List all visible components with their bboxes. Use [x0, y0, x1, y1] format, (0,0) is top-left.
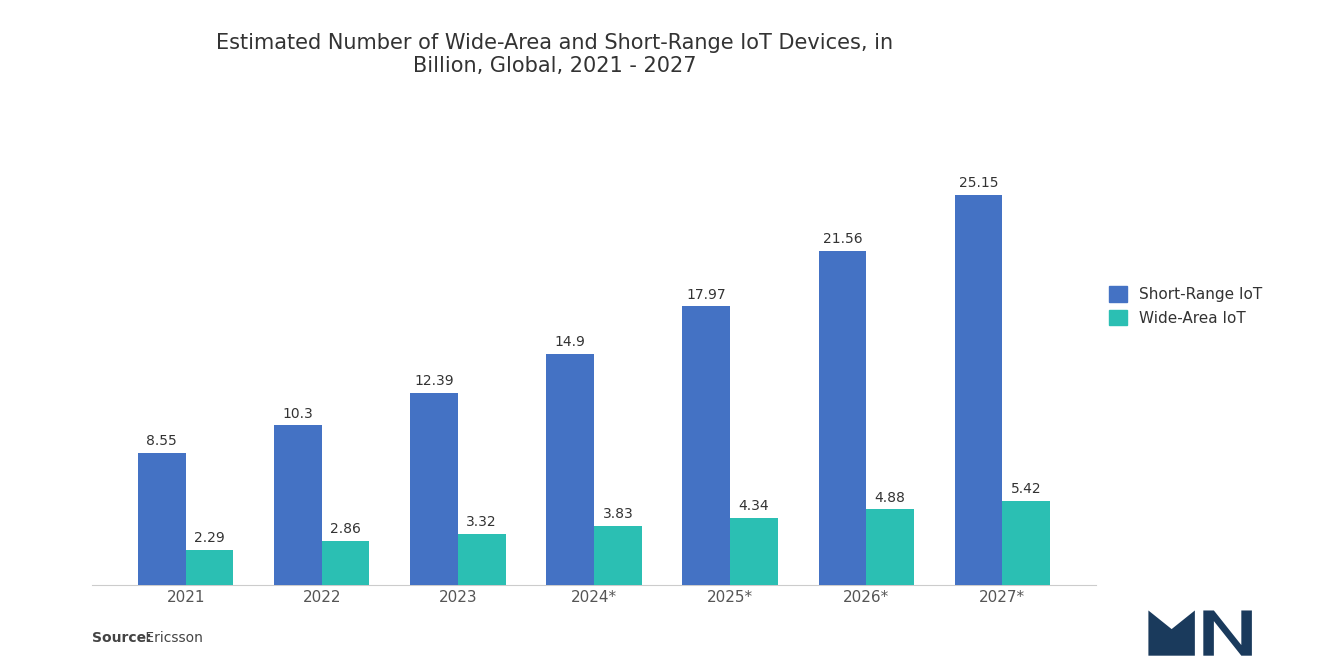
Text: 2.29: 2.29: [194, 531, 224, 545]
Text: 10.3: 10.3: [282, 407, 313, 421]
Legend: Short-Range IoT, Wide-Area IoT: Short-Range IoT, Wide-Area IoT: [1102, 280, 1269, 332]
Text: 14.9: 14.9: [554, 335, 586, 349]
Bar: [594, 526, 642, 585]
Bar: [322, 541, 370, 585]
Polygon shape: [1204, 610, 1251, 656]
Text: Estimated Number of Wide-Area and Short-Range IoT Devices, in
Billion, Global, 2: Estimated Number of Wide-Area and Short-…: [216, 33, 892, 76]
Bar: [411, 393, 458, 585]
Bar: [546, 354, 594, 585]
Bar: [139, 453, 186, 585]
Text: Ericsson: Ericsson: [141, 631, 203, 645]
Text: Source:: Source:: [92, 631, 152, 645]
Polygon shape: [1148, 610, 1195, 656]
Bar: [818, 251, 866, 585]
Text: 2.86: 2.86: [330, 522, 360, 536]
Text: 21.56: 21.56: [822, 232, 862, 246]
Text: 25.15: 25.15: [958, 176, 998, 190]
Text: 12.39: 12.39: [414, 374, 454, 388]
Bar: [458, 534, 506, 585]
Bar: [1002, 501, 1049, 585]
Text: 3.83: 3.83: [602, 507, 634, 521]
Text: 4.34: 4.34: [739, 499, 770, 513]
Bar: [730, 518, 777, 585]
Bar: [954, 195, 1002, 585]
Text: 8.55: 8.55: [147, 434, 177, 448]
Bar: [682, 307, 730, 585]
Text: 17.97: 17.97: [686, 288, 726, 302]
Bar: [275, 426, 322, 585]
Text: 3.32: 3.32: [466, 515, 498, 529]
Bar: [866, 509, 913, 585]
Text: 4.88: 4.88: [875, 491, 906, 505]
Bar: [186, 550, 234, 585]
Text: 5.42: 5.42: [1011, 482, 1041, 497]
